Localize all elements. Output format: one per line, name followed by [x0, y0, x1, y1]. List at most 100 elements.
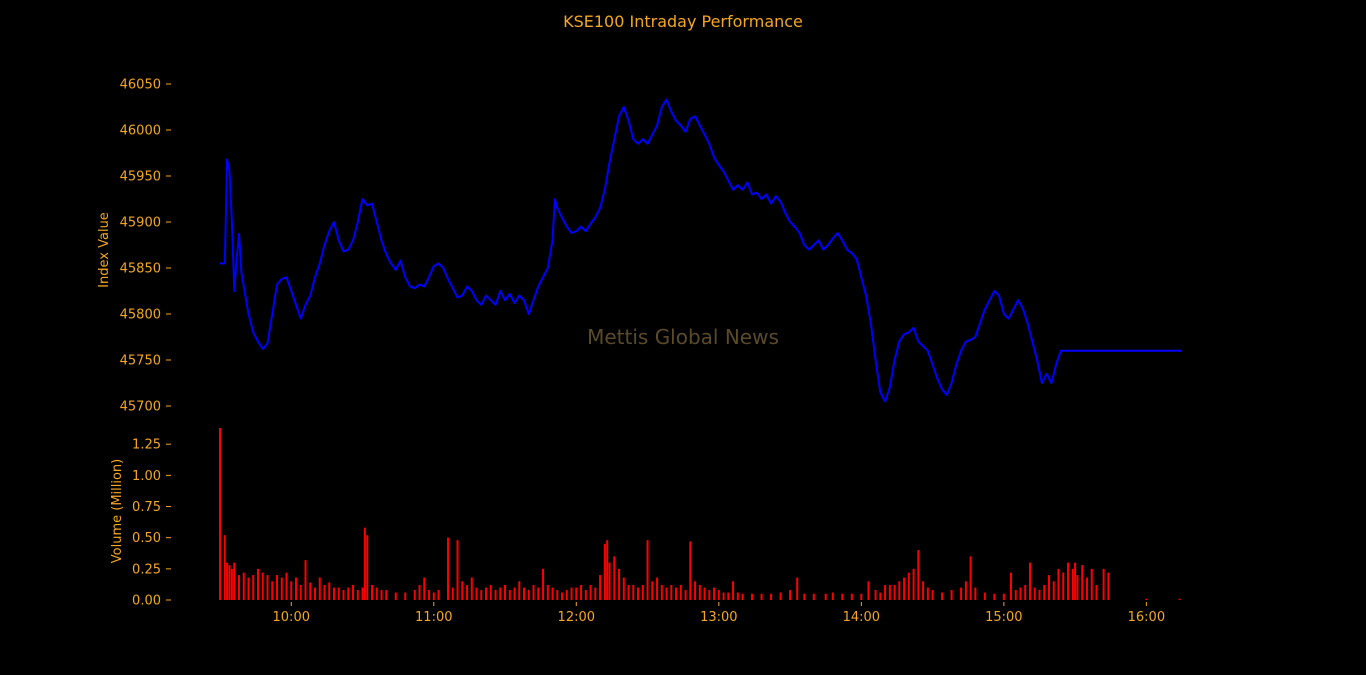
volume-bar	[508, 590, 511, 600]
volume-bar	[1043, 585, 1046, 600]
index-tick-label: 45800	[120, 308, 161, 323]
volume-bar	[599, 575, 602, 600]
volume-bar	[722, 592, 725, 600]
volume-bar	[879, 592, 882, 600]
volume-bar	[342, 590, 345, 600]
volume-bar	[727, 592, 730, 600]
volume-bar	[1071, 568, 1074, 600]
volume-bar	[489, 585, 492, 600]
volume-bar	[751, 593, 754, 600]
volume-bar	[480, 590, 483, 600]
volume-bar	[993, 593, 996, 600]
volume-bar	[779, 592, 782, 600]
volume-bar	[670, 585, 673, 600]
volume-bar	[1014, 590, 1017, 600]
volume-bar	[1095, 585, 1098, 600]
volume-y-axis-label: Volume (Million)	[110, 459, 125, 563]
volume-bar	[824, 593, 827, 600]
volume-bar	[518, 581, 521, 600]
volume-bar	[375, 587, 378, 600]
volume-bar	[888, 585, 891, 600]
volume-bar	[641, 585, 644, 600]
volume-bar	[570, 587, 573, 600]
volume-bar	[950, 590, 953, 600]
volume-bar	[1024, 585, 1027, 600]
volume-bar	[850, 593, 853, 600]
volume-bar	[964, 581, 967, 600]
index-tick-label: 45700	[120, 400, 161, 415]
volume-bar	[708, 590, 711, 600]
volume-bar	[385, 590, 388, 600]
volume-bar	[285, 572, 288, 600]
volume-bar	[584, 590, 587, 600]
volume-bar	[546, 585, 549, 600]
volume-bar	[276, 575, 279, 600]
volume-bar	[337, 587, 340, 600]
volume-bar	[912, 568, 915, 600]
volume-bar	[732, 581, 735, 600]
volume-bar	[418, 585, 421, 600]
x-tick-label: 14:00	[843, 610, 880, 625]
volume-bar	[1066, 562, 1069, 600]
volume-bar	[499, 587, 502, 600]
volume-bar	[228, 565, 231, 600]
volume-bar	[328, 582, 331, 600]
volume-bar	[622, 577, 625, 600]
volume-bar	[656, 577, 659, 600]
volume-bar	[926, 587, 929, 600]
volume-bar	[451, 587, 454, 600]
index-tick-label: 46000	[120, 124, 161, 139]
volume-tick-label: 0.50	[132, 531, 161, 546]
volume-bar	[257, 568, 260, 600]
volume-tick-label: 0.00	[132, 594, 161, 609]
volume-bar	[347, 587, 350, 600]
volume-bar	[561, 592, 564, 600]
volume-bar	[494, 590, 497, 600]
volume-bar	[922, 581, 925, 600]
index-y-ticks: 45700 45750 45800 45850 45900 45950 46000 46050	[120, 78, 171, 415]
volume-bar	[646, 540, 649, 600]
volume-bar	[741, 593, 744, 600]
volume-bar	[770, 593, 773, 600]
volume-bar	[1062, 572, 1065, 600]
index-line	[220, 98, 1182, 403]
volume-bar	[470, 577, 473, 600]
volume-bar	[789, 590, 792, 600]
volume-bar	[238, 575, 241, 600]
volume-bar	[1038, 590, 1041, 600]
volume-bar	[675, 587, 678, 600]
volume-bar	[266, 575, 269, 600]
volume-bar	[466, 585, 469, 600]
volume-bar	[323, 585, 326, 600]
volume-bar	[513, 587, 516, 600]
volume-bar	[736, 592, 739, 600]
volume-bar	[556, 590, 559, 600]
volume-bar	[380, 590, 383, 600]
volume-bar	[684, 590, 687, 600]
volume-bar	[618, 568, 621, 600]
volume-bar	[606, 540, 609, 600]
volume-bar	[314, 587, 317, 600]
volume-bar	[812, 593, 815, 600]
volume-bar	[689, 541, 692, 600]
volume-bar	[1090, 568, 1093, 600]
volume-bar	[366, 535, 369, 600]
volume-bar	[917, 550, 920, 600]
volume-bar	[485, 587, 488, 600]
volume-bar	[713, 587, 716, 600]
volume-bar	[803, 593, 806, 600]
volume-bar	[1102, 568, 1105, 600]
volume-tick-label: 1.25	[132, 438, 161, 453]
index-tick-label: 46050	[120, 78, 161, 93]
volume-bar	[363, 527, 366, 600]
x-tick-label: 15:00	[985, 610, 1022, 625]
volume-bar	[941, 592, 944, 600]
x-tick-label: 16:00	[1128, 610, 1165, 625]
x-tick-label: 12:00	[558, 610, 595, 625]
volume-bar	[969, 556, 972, 600]
volume-bar	[333, 587, 336, 600]
volume-bar	[665, 587, 668, 600]
volume-bar	[698, 585, 701, 600]
volume-bar	[295, 577, 298, 600]
